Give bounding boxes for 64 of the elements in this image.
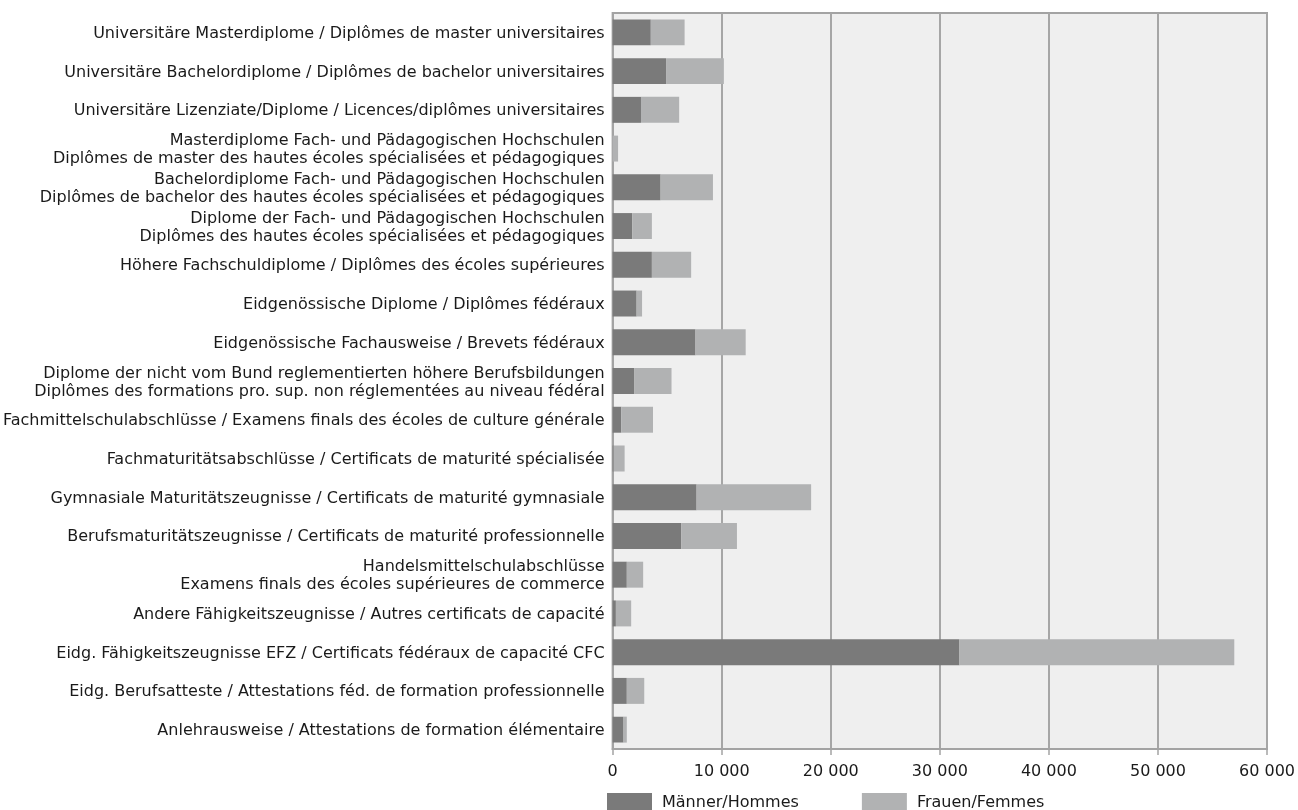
bar [626, 677, 645, 704]
bar [666, 58, 724, 85]
bar [612, 290, 637, 317]
y-tick-label: Gymnasiale Maturitätszeugnisse / Certificats de maturité gymnasiale [50, 487, 605, 507]
bar [681, 522, 737, 549]
bar [612, 484, 697, 511]
bar [612, 213, 633, 240]
x-tick-label: 30 000 [911, 760, 968, 780]
bar [613, 445, 625, 472]
y-tick-label: Fachmaturitätsabschlüsse / Certificats de maturité spécialisée [106, 448, 605, 468]
x-tick-label: 40 000 [1020, 760, 1077, 780]
bar [612, 522, 682, 549]
bar [696, 484, 812, 511]
bar [636, 290, 643, 317]
bar [612, 135, 619, 162]
bar [634, 368, 672, 394]
bar [626, 561, 644, 588]
y-tick-label: Eidg. Berufsatteste / Attestations féd. de formation professionnelle [69, 681, 605, 701]
bar [612, 19, 651, 46]
bar [632, 213, 652, 240]
bar [612, 368, 635, 394]
bar [651, 251, 692, 278]
y-tick-label: Anlehrausweise / Attestations de formation élémentaire [157, 720, 605, 740]
bar [615, 600, 632, 627]
bar [612, 174, 661, 201]
x-tick-label: 60 000 [1239, 760, 1295, 780]
bar [612, 96, 641, 123]
x-tick-label: 50 000 [1129, 760, 1186, 780]
bar [612, 639, 960, 666]
y-tick-label: Höhere Fachschuldiplome / Diplômes des écoles supérieures [119, 255, 605, 275]
x-tick-label: 10 000 [693, 760, 750, 780]
y-tick-label: Universitäre Lizenziate/Diplome / Licences/diplômes universitaires [73, 100, 605, 120]
legend-label: Männer/Hommes [662, 792, 799, 810]
y-tick-label: Eidg. Fähigkeitszeugnisse EFZ / Certificats fédéraux de capacité CFC [56, 642, 605, 662]
bar [612, 600, 616, 627]
y-tick-label: Universitäre Bachelordiplome / Diplômes de bachelor universitaires [64, 61, 605, 81]
y-tick-label: Bachelordiplome Fach- und Pädagogischen Hochschulen Diplômes de bachelor des hautes écoles spécialisées et pédagogiques [39, 168, 605, 206]
bar [695, 329, 746, 356]
y-tick-label: Andere Fähigkeitszeugnisse / Autres certificats de capacité [133, 603, 605, 623]
y-tick-label: Masterdiplome Fach- und Pädagogischen Hochschulen Diplômes de master des hautes écoles spécialisées et pédagogiques [52, 130, 605, 168]
bar [612, 716, 624, 743]
bar [660, 174, 713, 201]
y-tick-label: Handelsmittelschulabschlüsse Examens finals des écoles supérieures de commerce [180, 556, 605, 594]
bar [640, 96, 680, 123]
y-tick-label: Diplome der Fach- und Pädagogischen Hochschulen Diplômes des hautes écoles spécialisées et pédagogiques [139, 207, 605, 245]
bar [612, 251, 652, 278]
legend-label: Frauen/Femmes [916, 792, 1045, 810]
bar [612, 561, 627, 588]
bar [959, 639, 1235, 666]
bar [612, 406, 622, 433]
y-tick-label: Fachmittelschulabschlüsse / Examens finals des écoles de culture générale [3, 410, 605, 430]
x-tick-label: 20 000 [802, 760, 859, 780]
x-tick-label: 0 [607, 760, 618, 780]
bar [623, 716, 627, 743]
y-tick-label: Diplome der nicht vom Bund reglementierten höhere Berufsbildungen Diplômes des formations pro. sup. non réglementées au niveau fédéral [34, 362, 605, 400]
bar [612, 677, 627, 704]
y-tick-label: Berufsmaturitätszeugnisse / Certificats de maturité professionnelle [67, 526, 605, 546]
bar [650, 19, 685, 46]
bar [612, 58, 667, 85]
y-tick-label: Universitäre Masterdiplome / Diplômes de master universitaires [93, 22, 605, 42]
bar [612, 329, 696, 356]
bar [621, 406, 653, 433]
y-tick-label: Eidgenössische Fachausweise / Brevets fédéraux [213, 332, 605, 352]
y-tick-label: Eidgenössische Diplome / Diplômes fédéraux [243, 294, 605, 314]
